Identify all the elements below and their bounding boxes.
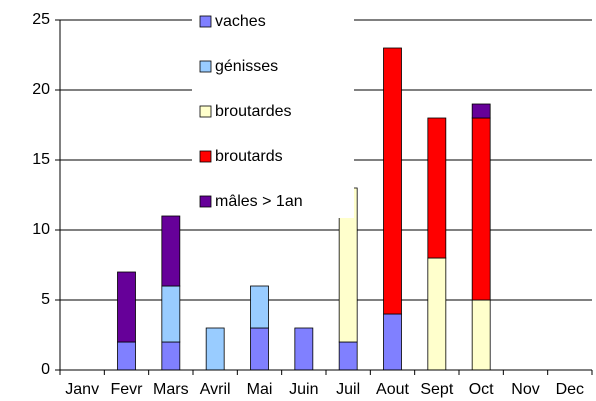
legend-swatch bbox=[199, 15, 212, 28]
bar-segment bbox=[383, 313, 402, 371]
x-tick-label: Aout bbox=[376, 381, 409, 398]
y-tick-label: 0 bbox=[41, 361, 50, 378]
y-tick-label: 5 bbox=[41, 291, 50, 308]
bar-segment bbox=[161, 285, 181, 343]
legend-swatch bbox=[199, 150, 212, 163]
bar-segment bbox=[294, 327, 314, 371]
bar-segment bbox=[427, 117, 447, 259]
bar-segment bbox=[471, 117, 491, 301]
bar-segment bbox=[161, 215, 181, 287]
x-tick-label: Juil bbox=[336, 381, 360, 398]
y-tick-label: 25 bbox=[32, 11, 50, 28]
bar-segment bbox=[471, 299, 491, 371]
legend-label: génisses bbox=[215, 58, 278, 75]
bar-segment bbox=[205, 327, 225, 371]
bar-segment bbox=[383, 47, 402, 315]
bar-segment bbox=[427, 257, 447, 371]
x-tick-label: Janv bbox=[65, 381, 99, 398]
legend-label: broutards bbox=[215, 148, 283, 165]
x-tick-label: Mars bbox=[153, 381, 189, 398]
x-tick-label: Oct bbox=[469, 381, 494, 398]
y-tick-label: 20 bbox=[32, 81, 50, 98]
x-tick-label: Fevr bbox=[111, 381, 144, 398]
x-tick-label: Mai bbox=[247, 381, 273, 398]
x-tick-label: Dec bbox=[556, 381, 584, 398]
y-tick-label: 10 bbox=[32, 221, 50, 238]
legend-swatch bbox=[199, 105, 212, 118]
legend-swatch bbox=[199, 195, 212, 208]
legend-swatch bbox=[199, 60, 212, 73]
bar-segment bbox=[117, 271, 136, 343]
x-tick-label: Avril bbox=[200, 381, 231, 398]
x-tick-label: Juin bbox=[289, 381, 318, 398]
bar-segment bbox=[250, 285, 269, 329]
legend-label: mâles > 1an bbox=[215, 193, 303, 210]
bar-segment bbox=[250, 327, 269, 371]
bar-segment bbox=[338, 341, 358, 371]
legend-label: vaches bbox=[215, 13, 266, 30]
x-tick-label: Sept bbox=[420, 381, 453, 398]
x-tick-label: Nov bbox=[511, 381, 539, 398]
bar-segment bbox=[161, 341, 181, 371]
y-tick-label: 15 bbox=[32, 151, 50, 168]
bar-segment bbox=[117, 341, 136, 371]
bar-segment bbox=[471, 103, 491, 119]
legend-label: broutardes bbox=[215, 103, 292, 120]
legend-box bbox=[192, 8, 354, 218]
